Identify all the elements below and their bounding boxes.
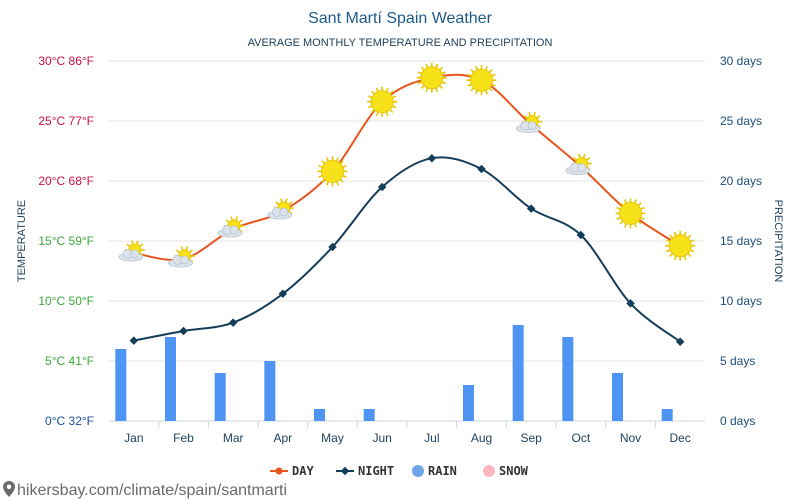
cloud-puff bbox=[577, 163, 587, 173]
y-right-tick-label: 25 days bbox=[720, 114, 762, 128]
location-pin-icon bbox=[3, 481, 15, 497]
y-left-tick-label: 5°C 41°F bbox=[45, 354, 94, 368]
y-axis-right-label: PRECIPITATION bbox=[772, 200, 784, 283]
y-left-tick-label: 15°C 59°F bbox=[38, 234, 94, 248]
legend-label: SNOW bbox=[499, 464, 529, 478]
y-left-tick-label: 30°C 86°F bbox=[38, 54, 94, 68]
night-point bbox=[129, 336, 139, 345]
partly-cloudy-icon bbox=[118, 240, 145, 262]
partly-cloudy-icon bbox=[565, 153, 592, 176]
gridlines bbox=[109, 60, 705, 428]
x-tick-label: Jun bbox=[372, 431, 391, 445]
rain-bar bbox=[612, 373, 623, 421]
x-tick-label: Sep bbox=[520, 431, 542, 445]
cloud-puff bbox=[279, 207, 289, 217]
source-link[interactable]: hikersbay.com/climate/spain/santmarti bbox=[17, 482, 287, 499]
x-tick-label: Aug bbox=[471, 431, 492, 445]
sun-icon bbox=[317, 156, 348, 187]
cloud-puff bbox=[180, 255, 189, 265]
y-right-tick-label: 15 days bbox=[720, 234, 762, 248]
y-right-tick-label: 20 days bbox=[720, 174, 762, 188]
sun-icon bbox=[665, 230, 696, 261]
partly-cloudy-icon bbox=[168, 246, 195, 268]
x-tick-label: May bbox=[321, 431, 344, 445]
axes: 0°C 32°F 5°C 41°F 10°C 50°F 15°C 59°F 20°C 6… bbox=[38, 54, 762, 445]
rain-bar bbox=[363, 409, 375, 421]
sun-disc bbox=[470, 68, 493, 92]
legend-item-day: DAY bbox=[270, 464, 314, 478]
sun-icon bbox=[615, 198, 646, 229]
night-point bbox=[427, 153, 437, 163]
cloud-puff bbox=[527, 121, 537, 130]
rain-bars bbox=[115, 325, 673, 421]
legend-label: DAY bbox=[292, 464, 314, 478]
rain-bar bbox=[562, 337, 574, 421]
rain-bar bbox=[661, 409, 673, 421]
partly-cloudy-icon bbox=[217, 216, 245, 238]
legend-rain-circle-icon bbox=[412, 465, 424, 477]
partly-cloudy-icon bbox=[515, 111, 543, 134]
sun-disc bbox=[668, 234, 692, 258]
chart-subtitle: AVERAGE MONTHLY TEMPERATURE AND PRECIPIT… bbox=[248, 37, 553, 49]
night-point bbox=[675, 337, 685, 347]
night-point bbox=[377, 182, 387, 192]
night-temperature-line bbox=[133, 156, 681, 343]
y-axis-left-label: TEMPERATURE bbox=[16, 200, 28, 282]
y-right-tick-label: 5 days bbox=[720, 354, 755, 368]
x-tick-label: Oct bbox=[571, 431, 590, 445]
weather-icons bbox=[118, 62, 696, 268]
night-point bbox=[179, 326, 188, 336]
legend: DAY NIGHT RAIN SNOW bbox=[270, 464, 529, 478]
legend-item-snow: SNOW bbox=[483, 464, 529, 478]
partly-cloudy-icon bbox=[267, 198, 294, 220]
legend-item-rain: RAIN bbox=[412, 464, 457, 478]
sun-disc bbox=[420, 66, 444, 90]
legend-snow-circle-icon bbox=[483, 465, 495, 477]
night-point bbox=[626, 299, 635, 308]
legend-item-night: NIGHT bbox=[336, 464, 394, 478]
rain-bar bbox=[314, 409, 325, 421]
cloud-puff bbox=[130, 249, 140, 259]
x-tick-label: Jul bbox=[424, 431, 439, 445]
rain-bar bbox=[165, 337, 176, 421]
legend-label: NIGHT bbox=[358, 464, 394, 478]
sun-disc bbox=[619, 201, 642, 225]
sun-disc bbox=[370, 90, 394, 114]
y-left-tick-label: 25°C 77°F bbox=[38, 114, 94, 128]
sun-icon bbox=[367, 86, 398, 117]
night-point bbox=[328, 242, 337, 252]
night-point bbox=[477, 164, 486, 174]
sun-icon bbox=[466, 65, 497, 96]
y-right-tick-label: 30 days bbox=[720, 54, 762, 68]
x-tick-label: Nov bbox=[620, 431, 641, 445]
rain-bar bbox=[264, 361, 276, 421]
legend-label: RAIN bbox=[428, 464, 457, 478]
night-point bbox=[228, 318, 238, 327]
y-left-tick-label: 0°C 32°F bbox=[45, 414, 94, 428]
y-left-tick-label: 10°C 50°F bbox=[38, 294, 94, 308]
chart-title: Sant Martí Spain Weather bbox=[308, 10, 492, 27]
x-tick-label: Dec bbox=[669, 431, 690, 445]
night-point bbox=[278, 289, 288, 299]
cloud-puff bbox=[229, 225, 239, 235]
x-tick-label: Apr bbox=[273, 431, 292, 445]
rain-bar bbox=[115, 349, 127, 421]
temperature-lines bbox=[129, 73, 685, 347]
sun-icon bbox=[416, 62, 447, 93]
source-credit[interactable]: hikersbay.com/climate/spain/santmarti bbox=[3, 481, 287, 499]
rain-bar bbox=[512, 325, 524, 421]
rain-bar bbox=[463, 385, 474, 421]
x-tick-label: Jan bbox=[124, 431, 143, 445]
legend-day-dot-icon bbox=[275, 467, 283, 475]
y-right-tick-label: 10 days bbox=[720, 294, 762, 308]
sun-disc bbox=[321, 159, 344, 183]
rain-bar bbox=[214, 373, 226, 421]
x-tick-label: Feb bbox=[173, 431, 194, 445]
x-tick-label: Mar bbox=[223, 431, 244, 445]
y-right-tick-label: 0 days bbox=[720, 414, 755, 428]
y-left-tick-label: 20°C 68°F bbox=[38, 174, 94, 188]
legend-night-diamond-icon bbox=[340, 466, 350, 476]
